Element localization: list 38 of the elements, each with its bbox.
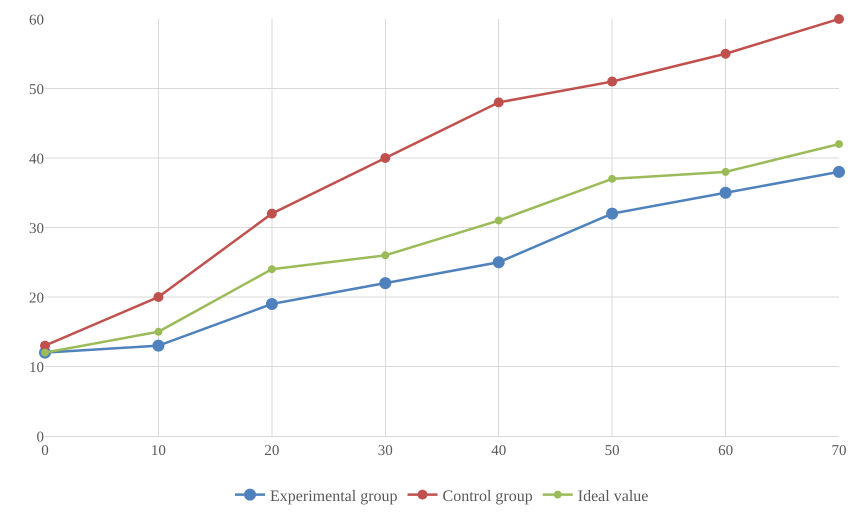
point	[835, 140, 843, 148]
x-tick-label: 60	[718, 443, 734, 459]
x-tick-label: 20	[264, 443, 280, 459]
point	[607, 76, 618, 87]
y-tick-label: 60	[29, 12, 44, 28]
point	[152, 340, 164, 352]
x-tick-label: 10	[150, 443, 166, 459]
point	[720, 48, 731, 59]
point	[379, 277, 392, 290]
point	[608, 174, 616, 183]
point	[834, 14, 844, 24]
y-tick-label: 20	[29, 290, 44, 306]
point	[381, 251, 390, 260]
point	[154, 328, 162, 336]
point	[722, 168, 730, 176]
point	[266, 208, 277, 219]
y-tick-label: 10	[29, 360, 44, 376]
y-tick-label: 50	[29, 82, 44, 98]
y-tick-label: 40	[29, 151, 44, 168]
y-tick-label: 0	[36, 429, 44, 446]
point	[266, 298, 278, 310]
point	[268, 265, 276, 274]
x-tick-label: 30	[378, 443, 393, 459]
legend-label: Control group	[442, 488, 533, 505]
point	[492, 256, 505, 268]
legend-label: Experimental group	[270, 488, 398, 505]
point	[494, 97, 504, 108]
x-tick-label: 50	[604, 443, 620, 459]
y-tick-label: 30	[29, 220, 44, 237]
legend-label: Ideal value	[578, 488, 648, 505]
x-tick-label: 70	[832, 443, 846, 459]
point	[720, 186, 732, 199]
point	[153, 292, 164, 302]
point	[606, 208, 618, 220]
x-tick-label: 40	[491, 443, 506, 459]
point	[380, 153, 390, 163]
point	[833, 166, 845, 178]
point	[494, 216, 503, 225]
